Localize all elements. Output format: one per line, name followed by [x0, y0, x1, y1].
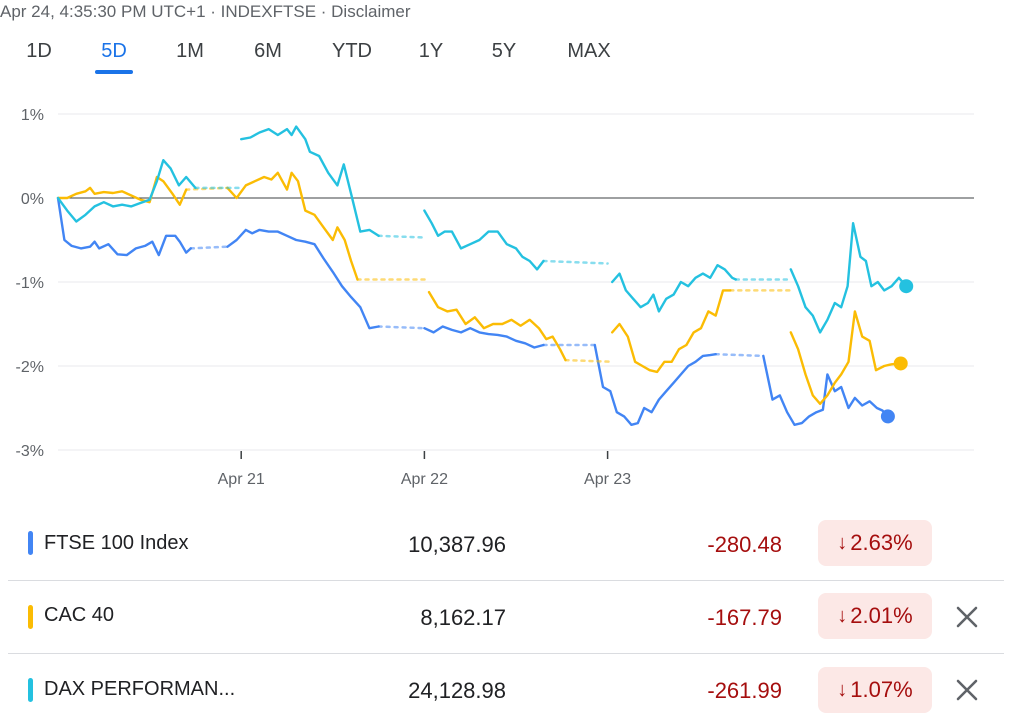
percent-change-badge: ↓ 2.63%: [818, 520, 932, 566]
series-line-ftse: [423, 325, 545, 349]
series-line-cac: [611, 289, 732, 374]
source-label: INDEXFTSE: [220, 2, 317, 21]
arrow-down-icon: ↓: [837, 531, 848, 554]
index-price: 10,387.96: [408, 532, 506, 557]
price-chart[interactable]: 1% 0% -1% -2% -3% Apr 21 Apr 22 Apr 23: [0, 96, 1018, 496]
series-line-cac: [789, 310, 902, 405]
series-line-ftse: [56, 196, 192, 257]
series-line-cac: [226, 171, 359, 281]
index-change: -167.79: [707, 605, 782, 630]
series-line-dax: [56, 159, 197, 223]
series-line-dax: [377, 234, 426, 239]
series-line-ftse: [714, 352, 765, 358]
tab-5y[interactable]: 5Y: [491, 40, 517, 62]
series-line-ftse: [189, 245, 229, 250]
index-price: 24,128.98: [408, 678, 506, 703]
active-tab-indicator: [95, 70, 133, 74]
tab-5d[interactable]: 5D: [101, 40, 127, 62]
series-end-point-ftse: [880, 409, 895, 424]
arrow-down-icon: ↓: [837, 604, 848, 627]
series-line-cac: [427, 290, 567, 362]
index-name: DAX PERFORMAN...: [44, 678, 236, 700]
x-tick-label: Apr 23: [584, 471, 631, 488]
series-line-dax: [611, 264, 737, 313]
series-swatch: [28, 605, 33, 629]
range-tabs: 1D 5D 1M 6M YTD 1Y 5Y MAX: [0, 40, 700, 76]
series-line-dax: [542, 259, 609, 265]
series-line-ftse: [377, 325, 426, 330]
series-line-dax: [789, 222, 908, 334]
tab-1y[interactable]: 1Y: [418, 40, 444, 62]
series-line-cac: [564, 358, 614, 364]
y-tick-label: -2%: [16, 359, 44, 376]
series-line-cac: [56, 175, 188, 206]
tab-max[interactable]: MAX: [567, 40, 611, 62]
y-tick-label: 0%: [21, 191, 44, 208]
comparison-row-cac[interactable]: CAC 40 8,162.17 -167.79 ↓ 2.01%: [8, 580, 1004, 653]
header-separator: ·: [316, 2, 332, 21]
index-name: CAC 40: [44, 604, 115, 626]
index-name: FTSE 100 Index: [44, 532, 189, 554]
percent-change-badge: ↓ 1.07%: [818, 667, 932, 713]
percent-value: 1.07%: [850, 677, 913, 702]
percent-change-badge: ↓ 2.01%: [818, 593, 932, 639]
percent-value: 2.63%: [850, 530, 913, 555]
series-end-point-cac: [893, 356, 908, 371]
disclaimer-link[interactable]: Disclaimer: [331, 2, 411, 21]
series-line-dax: [240, 125, 380, 237]
percent-value: 2.01%: [850, 603, 913, 628]
series-line-dax: [423, 209, 545, 271]
index-change: -280.48: [707, 532, 782, 557]
tab-6m[interactable]: 6M: [254, 40, 282, 62]
close-icon[interactable]: [954, 604, 980, 630]
close-icon[interactable]: [954, 677, 980, 703]
arrow-down-icon: ↓: [837, 678, 848, 701]
tab-1m[interactable]: 1M: [176, 40, 204, 62]
comparison-row-dax[interactable]: DAX PERFORMAN... 24,128.98 -261.99 ↓ 1.07…: [8, 653, 1004, 726]
comparison-row-ftse[interactable]: FTSE 100 Index 10,387.96 -280.48 ↓ 2.63%: [8, 507, 1004, 579]
index-change: -261.99: [707, 678, 782, 703]
tab-1d[interactable]: 1D: [26, 40, 52, 62]
x-tick-label: Apr 22: [401, 471, 448, 488]
series-swatch: [28, 678, 33, 702]
y-tick-label: 1%: [21, 107, 44, 124]
header-separator: ·: [205, 2, 221, 21]
series-line-ftse: [762, 354, 890, 426]
timestamp: Apr 24, 4:35:30 PM UTC+1: [0, 2, 206, 21]
series-swatch: [28, 531, 33, 555]
series-line-ftse: [593, 343, 717, 426]
series-line-ftse: [226, 228, 380, 330]
chart-header: Apr 24, 4:35:30 PM UTC+1 · INDEXFTSE · D…: [0, 2, 411, 22]
tab-ytd[interactable]: YTD: [332, 40, 372, 62]
y-tick-label: -1%: [16, 275, 44, 292]
y-tick-label: -3%: [16, 443, 44, 460]
x-tick-label: Apr 21: [218, 471, 265, 488]
series-end-point-dax: [899, 279, 914, 294]
index-price: 8,162.17: [420, 605, 506, 630]
